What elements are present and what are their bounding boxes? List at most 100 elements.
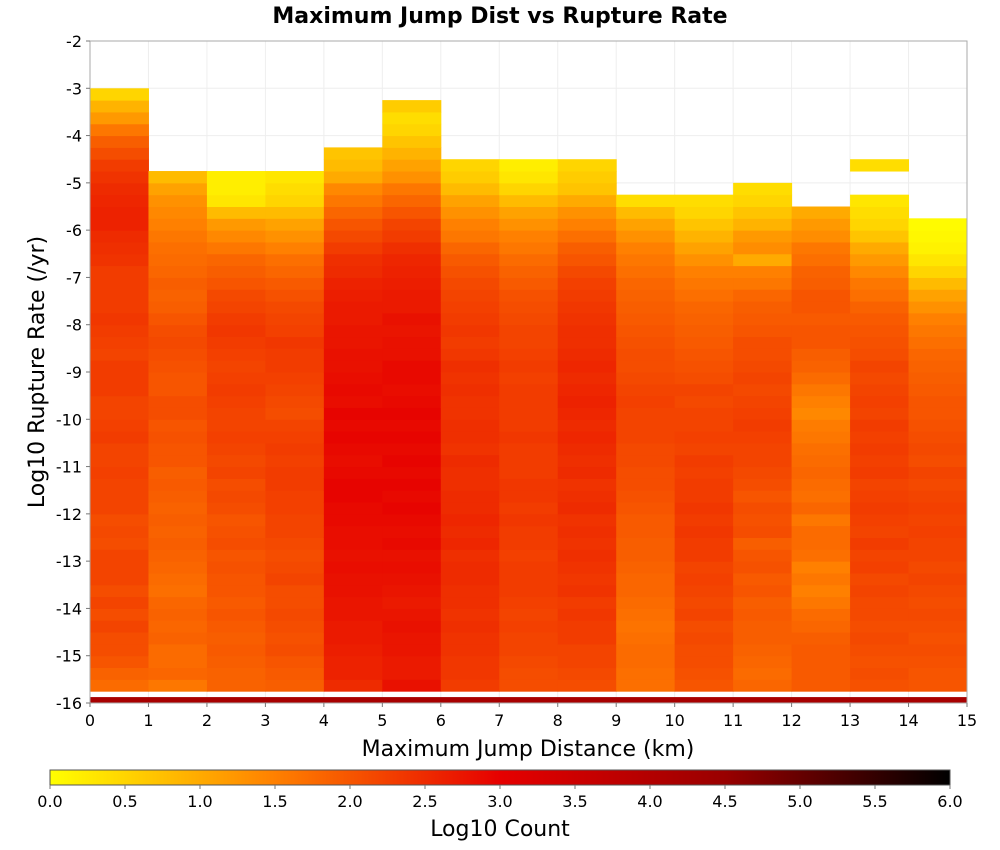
heatmap-cell (791, 301, 851, 314)
heatmap-cell (206, 241, 266, 255)
heatmap-cell (382, 348, 442, 361)
heatmap-cell (616, 596, 676, 609)
heatmap-cell (908, 277, 968, 290)
heatmap-cell (148, 171, 208, 184)
heatmap-cell (206, 525, 266, 538)
heatmap-cell (616, 466, 676, 479)
heatmap-cell (674, 442, 734, 456)
heatmap-cell (616, 336, 676, 349)
heatmap-cell (440, 312, 500, 326)
heatmap-cell (499, 478, 559, 491)
heatmap-cell (265, 643, 325, 657)
heatmap-cell (323, 324, 383, 338)
heatmap-cell (440, 466, 500, 479)
heatmap-cell (323, 218, 383, 231)
heatmap-cell (908, 301, 968, 314)
heatmap-cell (206, 383, 266, 397)
heatmap-cell (323, 667, 383, 680)
heatmap-cell (265, 206, 325, 219)
heatmap-cell (323, 419, 383, 432)
heatmap-cell (382, 301, 442, 314)
heatmap-cell (733, 372, 793, 385)
heatmap-cell (557, 206, 617, 219)
heatmap-cell (791, 348, 851, 361)
chart-title: Maximum Jump Dist vs Rupture Rate (272, 4, 727, 29)
heatmap-cell (265, 454, 325, 468)
heatmap-cell (733, 182, 793, 196)
heatmap-cell (908, 572, 968, 586)
heatmap-cell (382, 336, 442, 349)
heatmap-cell (323, 348, 383, 361)
heatmap-cell (733, 454, 793, 468)
heatmap-cell (557, 336, 617, 349)
heatmap-cell (90, 395, 149, 408)
heatmap-cell (148, 312, 208, 326)
heatmap-cell (557, 265, 617, 278)
heatmap-cell (265, 537, 325, 550)
heatmap-cell (850, 513, 910, 527)
heatmap-cell (557, 419, 617, 432)
heatmap-cell (499, 608, 559, 621)
heatmap-cell (206, 584, 266, 598)
heatmap-cell (499, 182, 559, 196)
heatmap-cell (382, 620, 442, 633)
heatmap-cell (674, 301, 734, 314)
heatmap-cell (850, 289, 910, 302)
heatmap-cell (499, 596, 559, 609)
heatmap-cell (90, 620, 149, 633)
heatmap-cell (265, 348, 325, 361)
heatmap-cell (382, 241, 442, 255)
heatmap-cell (90, 419, 149, 432)
heatmap-cell (791, 513, 851, 527)
heatmap-cell (908, 490, 968, 503)
heatmap-cell (382, 372, 442, 385)
heatmap-cell (206, 182, 266, 196)
heatmap-cell (908, 218, 968, 231)
heatmap-cell (908, 419, 968, 432)
heatmap-cell (323, 301, 383, 314)
heatmap-cell (382, 147, 442, 160)
x-tick-label: 6 (436, 711, 446, 730)
heatmap-cell (733, 218, 793, 231)
heatmap-cell (440, 182, 500, 196)
heatmap-cell (148, 502, 208, 515)
heatmap-cell (206, 312, 266, 326)
heatmap-cell (148, 525, 208, 538)
heatmap-cell (557, 159, 617, 172)
heatmap-cell (791, 336, 851, 349)
heatmap-cell (206, 206, 266, 219)
heatmap-cell (90, 490, 149, 503)
heatmap-cell (265, 561, 325, 574)
heatmap-cell (382, 253, 442, 267)
heatmap-cell (850, 679, 910, 692)
heatmap-cell (148, 372, 208, 385)
heatmap-cell (733, 395, 793, 408)
heatmap-cell (616, 265, 676, 278)
heatmap-cell (440, 171, 500, 184)
heatmap-cell (674, 478, 734, 491)
heatmap-cell (90, 253, 149, 267)
heatmap-cell (499, 525, 559, 538)
heatmap-cell (382, 608, 442, 621)
heatmap-cell (616, 431, 676, 444)
heatmap-cell (733, 442, 793, 456)
heatmap-cell (499, 218, 559, 231)
heatmap-cell (850, 490, 910, 503)
heatmap-cell (90, 442, 149, 456)
heatmap-cell (557, 230, 617, 243)
heatmap-cell (791, 230, 851, 243)
heatmap-cell (616, 253, 676, 267)
heatmap-cell (90, 632, 149, 645)
heatmap-cell (206, 513, 266, 527)
heatmap-cell (265, 324, 325, 338)
heatmap-cell (382, 596, 442, 609)
heatmap-cell (90, 655, 149, 669)
heatmap-cell (206, 608, 266, 621)
heatmap-cell (557, 478, 617, 491)
heatmap-cell (908, 667, 968, 680)
x-tick-label: 5 (377, 711, 387, 730)
heatmap-cell (791, 549, 851, 562)
heatmap-cell (499, 549, 559, 562)
heatmap-cell (323, 643, 383, 657)
heatmap-cell (265, 655, 325, 669)
